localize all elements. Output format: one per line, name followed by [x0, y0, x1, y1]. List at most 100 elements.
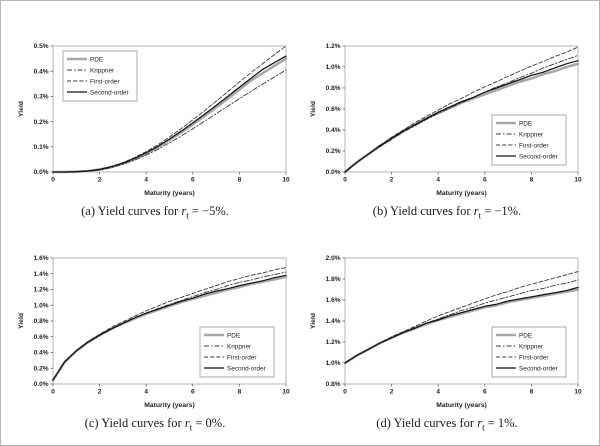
caption-variable: r [184, 415, 190, 430]
yield-chart-b: 0.0% 0.2% 0.4% 0.6% 0.8% 1.0% 1.2% 0 2 4 6 8 10 Matur… [310, 43, 582, 197]
svg-text:Yield: Yield [310, 101, 317, 117]
svg-text:4: 4 [436, 177, 440, 184]
caption-variable: r [181, 204, 187, 218]
svg-text:1.2%: 1.2% [34, 286, 49, 293]
svg-text:1.0%: 1.0% [326, 360, 341, 367]
svg-text:Krippner: Krippner [519, 131, 544, 138]
caption-subscript: t [189, 422, 193, 432]
svg-text:1.4%: 1.4% [34, 270, 49, 277]
svg-text:Yield: Yield [18, 313, 25, 329]
svg-text:0.2%: 0.2% [34, 119, 49, 126]
svg-text:1.0%: 1.0% [326, 64, 341, 71]
panel-b: 0.0% 0.2% 0.4% 0.6% 0.8% 1.0% 1.2% 0 2 4 6 8 10 Matur… [301, 39, 593, 221]
svg-text:PDE: PDE [227, 332, 240, 339]
svg-text:0: 0 [343, 177, 347, 184]
svg-text:0.4%: 0.4% [34, 68, 49, 75]
svg-text:0.4%: 0.4% [326, 127, 341, 134]
svg-text:Second-order: Second-order [90, 89, 130, 96]
svg-text:10: 10 [282, 177, 290, 184]
caption-text: (b) Yield curves for [372, 204, 474, 218]
svg-text:Krippner: Krippner [90, 67, 115, 74]
svg-text:Second-order: Second-order [519, 153, 559, 160]
svg-text:2: 2 [390, 177, 394, 184]
svg-text:First-order: First-order [519, 142, 549, 149]
svg-text:0.8%: 0.8% [34, 318, 49, 325]
svg-text:0.6%: 0.6% [34, 333, 49, 340]
svg-text:Maturity (years): Maturity (years) [144, 402, 195, 409]
caption-subscript: t [482, 422, 485, 432]
panel-c: 0.0% 0.2% 0.4% 0.6% 0.8% 1.0% 1.2% 1.4% 1.6% 0 2 4 6… [9, 251, 301, 433]
svg-text:0: 0 [51, 388, 55, 395]
svg-text:10: 10 [282, 388, 290, 395]
svg-text:0.8%: 0.8% [326, 85, 341, 92]
svg-text:1.2%: 1.2% [326, 43, 341, 50]
yield-chart-a: 0.0% 0.1% 0.2% 0.3% 0.4% 0.5% 0 2 4 6 8 10 Maturity … [18, 43, 290, 197]
caption-c: (c) Yield curves for rt = 0%. [85, 416, 226, 433]
yield-chart-d: 0.8% 1.0% 1.2% 1.4% 1.6% 1.8% 2.0% 0 2 4 6 8 10 Matur… [310, 255, 582, 409]
svg-text:0.4%: 0.4% [34, 349, 49, 356]
svg-text:Yield: Yield [18, 101, 25, 117]
svg-text:0.0%: 0.0% [326, 169, 341, 176]
svg-text:First-order: First-order [90, 78, 120, 85]
caption-variable: r [477, 415, 483, 430]
svg-text:PDE: PDE [90, 56, 103, 63]
svg-text:6: 6 [191, 177, 195, 184]
caption-text: (a) Yield curves for [81, 204, 182, 218]
svg-text:8: 8 [238, 388, 242, 395]
svg-text:0.2%: 0.2% [326, 148, 341, 155]
svg-text:Krippner: Krippner [519, 343, 544, 350]
svg-text:Krippner: Krippner [227, 343, 252, 350]
caption-b: (b) Yield curves for rt = −1%. [373, 204, 521, 221]
svg-text:Second-order: Second-order [519, 365, 559, 372]
svg-text:1.8%: 1.8% [326, 276, 341, 283]
svg-text:PDE: PDE [519, 120, 532, 127]
svg-text:1.2%: 1.2% [326, 339, 341, 346]
caption-a: (a) Yield curves for rt = −5%. [81, 204, 229, 221]
svg-text:1.6%: 1.6% [34, 255, 49, 262]
svg-text:Maturity (years): Maturity (years) [436, 402, 487, 409]
svg-text:2: 2 [98, 388, 102, 395]
caption-text: (c) Yield curves for [84, 415, 185, 430]
svg-text:Maturity (years): Maturity (years) [144, 190, 195, 197]
svg-text:2.0%: 2.0% [326, 255, 341, 262]
svg-text:0.0%: 0.0% [34, 169, 49, 176]
svg-text:4: 4 [144, 177, 148, 184]
svg-text:8: 8 [530, 388, 534, 395]
svg-text:6: 6 [191, 388, 195, 395]
svg-text:0: 0 [343, 388, 347, 395]
caption-text: = −5%. [188, 204, 229, 218]
caption-subscript: t [478, 210, 482, 221]
svg-text:0.5%: 0.5% [34, 43, 49, 50]
svg-text:PDE: PDE [519, 332, 532, 339]
svg-text:0.2%: 0.2% [34, 365, 49, 372]
svg-text:8: 8 [238, 177, 242, 184]
svg-text:4: 4 [144, 388, 148, 395]
svg-text:0.0%: 0.0% [34, 381, 49, 388]
svg-text:2: 2 [98, 177, 102, 184]
svg-text:0.8%: 0.8% [326, 381, 341, 388]
svg-text:10: 10 [574, 177, 582, 184]
svg-text:6: 6 [483, 388, 487, 395]
svg-text:6: 6 [483, 177, 487, 184]
caption-subscript: t [186, 210, 189, 221]
svg-text:1.6%: 1.6% [326, 297, 341, 304]
svg-text:First-order: First-order [519, 354, 549, 361]
svg-text:1.4%: 1.4% [326, 318, 341, 325]
svg-text:0.6%: 0.6% [326, 106, 341, 113]
svg-text:2: 2 [390, 388, 394, 395]
svg-text:Second-order: Second-order [227, 365, 267, 372]
svg-text:Maturity (years): Maturity (years) [436, 190, 487, 197]
svg-text:First-order: First-order [227, 354, 257, 361]
svg-text:Yield: Yield [310, 313, 317, 329]
panel-grid: 0.0% 0.1% 0.2% 0.3% 0.4% 0.5% 0 2 4 6 8 10 Maturity … [1, 1, 599, 432]
panel-d: 0.8% 1.0% 1.2% 1.4% 1.6% 1.8% 2.0% 0 2 4 6 8 10 Matur… [301, 251, 593, 433]
caption-d: (d) Yield curves for rt = 1%. [376, 416, 517, 433]
svg-text:8: 8 [530, 177, 534, 184]
yield-chart-c: 0.0% 0.2% 0.4% 0.6% 0.8% 1.0% 1.2% 1.4% 1.6% 0 2 4 6… [18, 255, 290, 409]
svg-text:1.0%: 1.0% [34, 302, 49, 309]
svg-text:10: 10 [574, 388, 582, 395]
caption-text: = −1%. [481, 204, 522, 218]
caption-text: = 1%. [484, 415, 518, 430]
svg-text:0: 0 [51, 177, 55, 184]
